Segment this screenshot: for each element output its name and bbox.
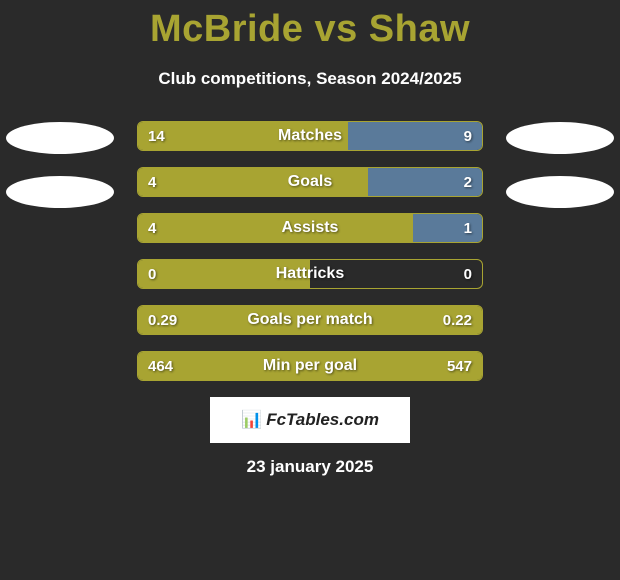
chart-icon: 📊 bbox=[241, 410, 262, 430]
footer-date: 23 january 2025 bbox=[0, 457, 620, 477]
stats-container: 14 Matches 9 4 Goals 2 4 Assists 1 0 Hat… bbox=[137, 121, 483, 381]
stat-label: Min per goal bbox=[138, 352, 482, 380]
stat-value-right: 9 bbox=[464, 122, 472, 150]
stat-value-right: 0.22 bbox=[443, 306, 472, 334]
stat-row-min-per-goal: 464 Min per goal 547 bbox=[137, 351, 483, 381]
stat-label: Assists bbox=[138, 214, 482, 242]
stat-row-assists: 4 Assists 1 bbox=[137, 213, 483, 243]
stat-value-right: 2 bbox=[464, 168, 472, 196]
player-right-avatar-2 bbox=[506, 176, 614, 208]
stat-value-right: 547 bbox=[447, 352, 472, 380]
footer-logo-text: FcTables.com bbox=[266, 410, 379, 430]
stat-label: Hattricks bbox=[138, 260, 482, 288]
stat-row-goals-per-match: 0.29 Goals per match 0.22 bbox=[137, 305, 483, 335]
stat-value-right: 0 bbox=[464, 260, 472, 288]
stat-label: Goals per match bbox=[138, 306, 482, 334]
stat-row-goals: 4 Goals 2 bbox=[137, 167, 483, 197]
page-title: McBride vs Shaw bbox=[0, 0, 620, 51]
player-left-avatar-1 bbox=[6, 122, 114, 154]
footer-logo: 📊 FcTables.com bbox=[210, 397, 410, 443]
stat-value-right: 1 bbox=[464, 214, 472, 242]
player-left-avatar-2 bbox=[6, 176, 114, 208]
stat-row-matches: 14 Matches 9 bbox=[137, 121, 483, 151]
stat-label: Goals bbox=[138, 168, 482, 196]
stat-label: Matches bbox=[138, 122, 482, 150]
player-right-avatar-1 bbox=[506, 122, 614, 154]
page-subtitle: Club competitions, Season 2024/2025 bbox=[0, 69, 620, 89]
stat-row-hattricks: 0 Hattricks 0 bbox=[137, 259, 483, 289]
